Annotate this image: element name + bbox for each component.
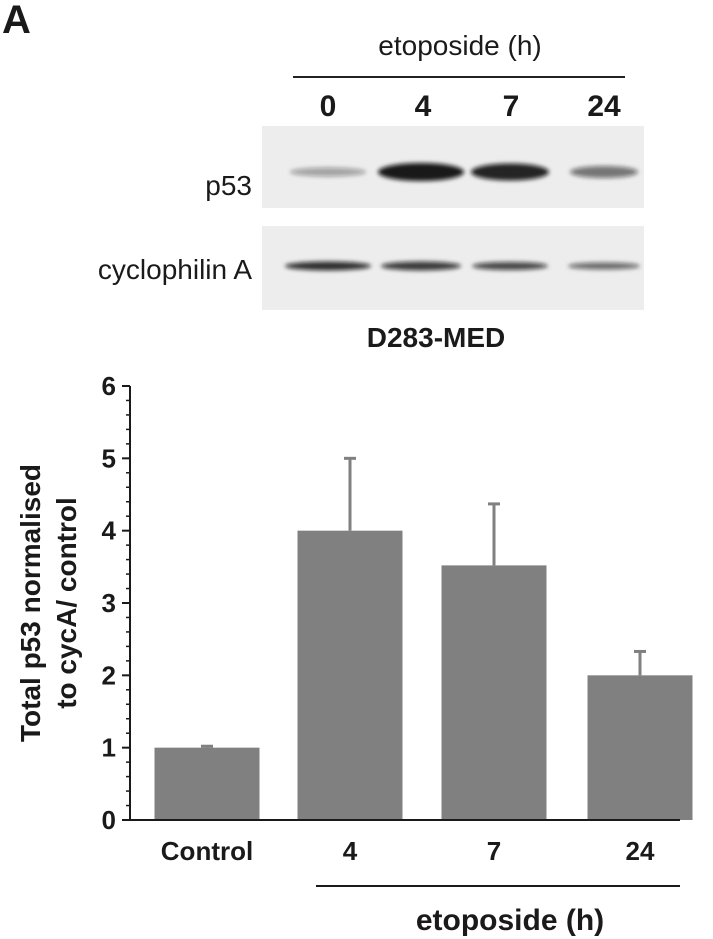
cyclophilin-band-label: cyclophilin A [97,254,252,285]
bar-control [154,747,260,820]
bar-7 [441,565,547,820]
y-tick-label: 1 [102,733,116,763]
y-axis-title-line2: to cycA/ control [51,497,82,709]
blot-header-rule [293,76,625,78]
lane-label-4: 4 [414,90,432,123]
y-tick-label: 2 [102,660,116,690]
y-tick-label: 3 [102,588,116,618]
p53-band-7 [471,163,549,181]
cyclophilin-bands [285,261,640,271]
y-tick-label: 4 [102,516,117,546]
cyclophilin-band-24 [568,262,640,270]
p53-band-label: p53 [205,170,252,201]
x-tick-label-control: Control [161,836,253,866]
lane-label-7: 7 [502,90,520,123]
bar-chart: 0 1 2 3 4 5 6 Control 4 7 24 etoposide (h) Total p53… [15,371,693,937]
p53-bands [290,163,638,181]
x-group-label: etoposide (h) [416,904,604,937]
p53-band-0 [290,167,366,177]
y-tick-label: 0 [102,805,116,835]
p53-band-4 [378,163,464,181]
bar-4 [297,530,403,820]
y-axis-title-line1: Total p53 normalised [15,464,46,742]
cell-line-label: D283-MED [366,322,506,353]
y-tick-label: 5 [102,443,116,473]
blot-treatment-header: etoposide (h) [378,30,542,61]
x-tick-label-7: 7 [487,836,501,866]
cyclophilin-band-4 [381,261,461,271]
cyclophilin-band-7 [472,262,548,270]
y-tick-label: 6 [102,371,116,401]
x-tick-label-24: 24 [626,836,655,866]
lane-label-24: 24 [587,90,621,123]
x-tick-label-4: 4 [343,836,358,866]
panel-label: A [2,0,31,42]
cyclophilin-band-0 [285,261,371,271]
p53-band-24 [570,166,638,178]
western-blot-image [262,126,644,310]
bar-24 [587,675,693,820]
lane-label-0: 0 [319,90,337,123]
